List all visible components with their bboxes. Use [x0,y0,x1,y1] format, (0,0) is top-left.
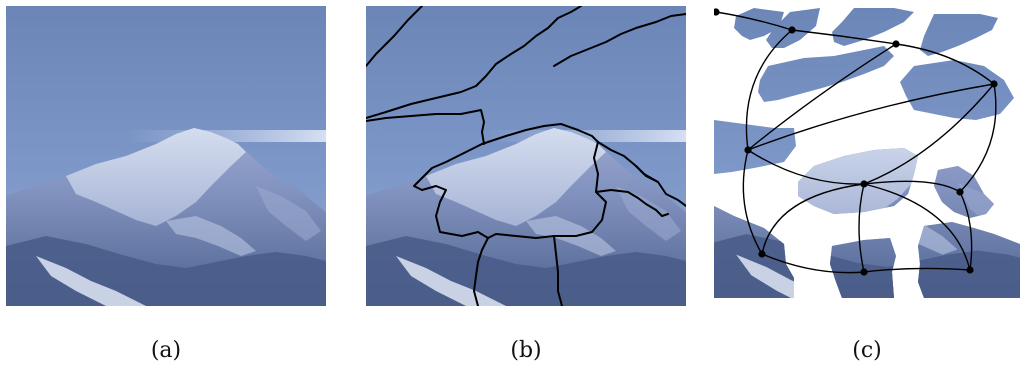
caption-b: (b) [510,338,542,363]
graph-nodes [714,8,998,276]
segment-boundary [366,109,485,145]
graph-node [990,80,998,88]
graph-node [758,250,766,258]
segment-boundary [553,235,563,306]
segment-boundary [481,123,607,239]
caption-a: (a) [150,338,182,363]
segment-boundary [366,6,582,119]
segment-boundary [635,165,659,183]
segment-boundary [473,237,489,306]
region-graph [714,8,1020,298]
segment-boundary [413,143,489,239]
graph-node [714,8,720,16]
segment-boundary [366,6,423,67]
caption-c: (c) [852,338,882,363]
panel-b-segmented-image [366,6,686,306]
segment-boundary [595,189,669,217]
mountain-photo [6,6,326,306]
graph-node [744,146,752,154]
graph-node [956,188,964,196]
graph-node [966,266,974,274]
panel-a-original-image [6,6,326,306]
graph-node [788,26,796,34]
graph-node [860,180,868,188]
panel-c-region-graph [714,6,1020,298]
graph-node [892,40,900,48]
graph-edges [715,11,997,274]
graph-node [860,268,868,276]
segmentation-overlay [366,6,686,306]
segment-boundary [553,13,686,67]
